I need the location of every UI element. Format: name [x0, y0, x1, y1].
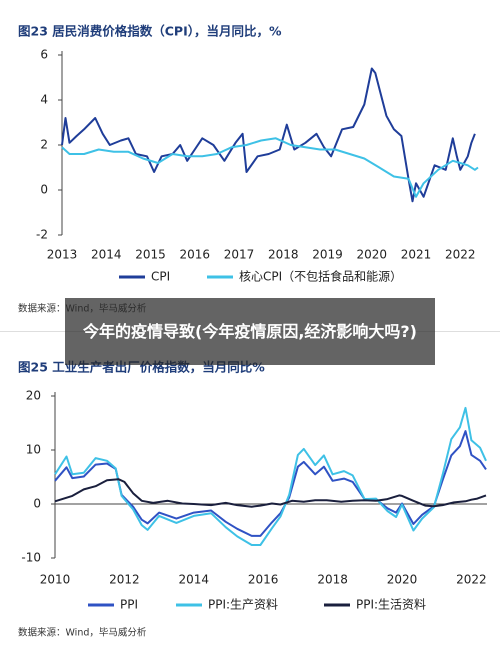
- x-tick-label: 2020: [387, 573, 418, 587]
- x-tick-label: 2022: [445, 248, 476, 262]
- x-tick-label: 2017: [224, 248, 255, 262]
- x-tick-label: 2010: [40, 573, 71, 587]
- chart-title: 图23 居民消费价格指数（CPI），当月同比，%: [18, 24, 282, 39]
- x-tick-label: 2013: [47, 248, 78, 262]
- y-tick-label: 6: [40, 48, 48, 62]
- caption-banner: 今年的疫情导致(今年疫情原因,经济影响大吗?): [65, 298, 435, 365]
- y-tick-label: 4: [40, 93, 48, 107]
- series-line: [61, 67, 476, 203]
- x-tick-label: 2016: [248, 573, 279, 587]
- y-tick-label: 2: [40, 138, 48, 152]
- legend-label: 核心CPI（不包括食品和能源）: [239, 269, 402, 284]
- x-tick-label: 2018: [317, 573, 348, 587]
- legend-label: PPI:生产资料: [208, 598, 278, 612]
- y-tick-label: 20: [26, 389, 41, 403]
- x-tick-label: 2012: [109, 573, 140, 587]
- y-tick-label: -2: [36, 228, 48, 242]
- x-tick-label: 2021: [401, 248, 432, 262]
- source-note: 数据来源：Wind，毕马威分析: [18, 627, 147, 639]
- x-tick-label: 2020: [357, 248, 388, 262]
- y-tick-label: 10: [26, 443, 41, 457]
- x-tick-label: 2015: [135, 248, 166, 262]
- x-tick-label: 2014: [179, 573, 210, 587]
- x-tick-label: 2014: [91, 248, 122, 262]
- series-line: [61, 137, 479, 198]
- caption: 今年的疫情导致(今年疫情原因,经济影响大吗?): [83, 321, 417, 341]
- series-line: [54, 478, 487, 508]
- x-tick-label: 2022: [456, 573, 487, 587]
- x-tick-label: 2019: [312, 248, 343, 262]
- legend-label: PPI:生活资料: [356, 598, 426, 612]
- x-tick-label: 2016: [179, 248, 210, 262]
- y-tick-label: 0: [33, 497, 41, 511]
- x-tick-label: 2018: [268, 248, 299, 262]
- y-tick-label: -10: [21, 551, 41, 565]
- legend-label: CPI: [151, 270, 170, 284]
- y-tick-label: 0: [40, 183, 48, 197]
- series-line: [54, 406, 487, 546]
- legend-label: PPI: [120, 598, 138, 612]
